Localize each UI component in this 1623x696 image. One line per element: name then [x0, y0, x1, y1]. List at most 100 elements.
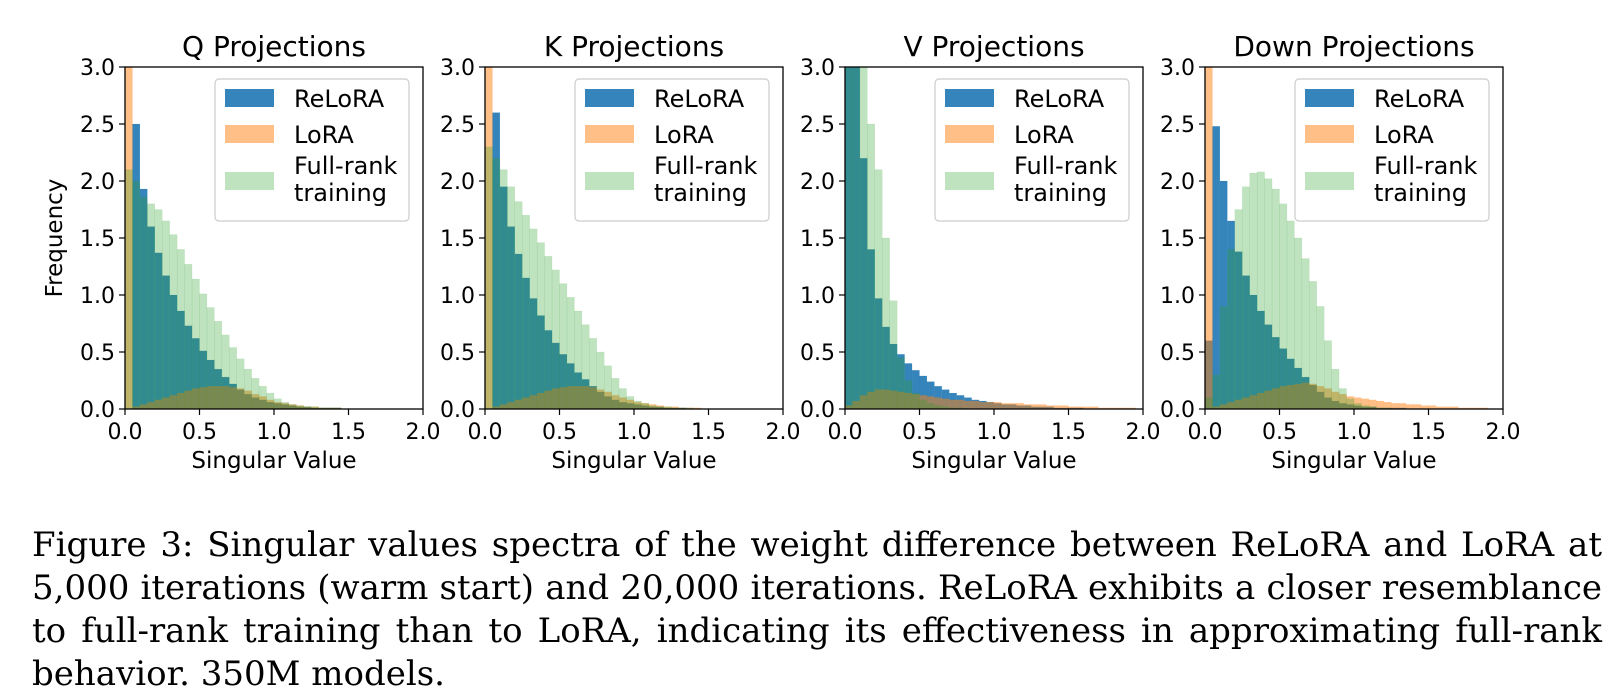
histogram-bar	[1323, 388, 1332, 409]
histogram-figure: Q Projections 0.0 0.5 1.0 1.5 2.0 2.5 3.0 0.0 0.5…	[42, 30, 1521, 474]
histogram-bar	[1212, 374, 1221, 409]
histogram-bar	[281, 401, 290, 409]
histogram-bar	[266, 392, 275, 409]
histogram-bar	[559, 283, 568, 409]
histogram-bar	[1008, 403, 1017, 409]
histogram-bar	[1038, 404, 1047, 409]
histogram-bar	[1316, 306, 1325, 409]
bars-group	[485, 67, 702, 409]
histogram-bar	[978, 401, 987, 409]
histogram-bar	[199, 293, 208, 409]
legend-label: LoRA	[654, 121, 714, 149]
y-tick-label: 2.5	[800, 113, 835, 138]
y-tick-label: 1.0	[1160, 284, 1195, 309]
histogram-bar	[889, 300, 898, 409]
y-tick-label: 0.5	[1160, 341, 1195, 366]
y-tick-label: 1.5	[800, 227, 835, 252]
panel-4: Down Projections 0.0 0.5 1.0 1.5 2.0 2.5 3.0 0.0…	[1160, 30, 1521, 474]
x-tick-label: 1.5	[331, 420, 366, 445]
x-axis-label: Singular Value	[911, 448, 1076, 474]
histogram-bar	[303, 406, 312, 409]
histogram-bar	[589, 338, 597, 409]
histogram-bar	[1271, 188, 1280, 409]
y-tick-label: 2.5	[80, 113, 115, 138]
y-tick-label: 3.0	[80, 56, 115, 81]
histogram-bar	[154, 209, 163, 409]
y-tick-label: 1.5	[440, 227, 475, 252]
legend-label: LoRA	[294, 121, 354, 149]
histogram-bar	[626, 396, 635, 409]
histogram-bar	[176, 392, 185, 409]
legend-swatch	[585, 89, 634, 107]
histogram-bar	[522, 214, 530, 409]
histogram-bar	[663, 406, 672, 409]
y-axis-label: Frequency	[42, 179, 68, 298]
bars-group	[1205, 67, 1489, 409]
legend-item: ReLoRA	[585, 85, 745, 113]
histogram-bar	[618, 388, 627, 409]
y-tick-label: 1.5	[1160, 227, 1195, 252]
histogram-bar	[1405, 404, 1414, 409]
histogram-bar	[258, 386, 267, 409]
histogram-bar	[1256, 171, 1265, 409]
histogram-bar	[656, 406, 664, 409]
x-tick-label: 0.0	[108, 420, 143, 445]
y-tick-label: 2.0	[800, 170, 835, 195]
histogram-bar	[1450, 406, 1459, 409]
legend-label: ReLoRA	[654, 85, 745, 113]
histogram-bar	[956, 399, 965, 409]
y-tick-label: 3.0	[440, 56, 475, 81]
histogram-bar	[1413, 404, 1422, 409]
legend-label: Full-rank training	[1014, 152, 1117, 207]
legend-item: ReLoRA	[225, 85, 385, 113]
y-tick-label: 1.0	[80, 284, 115, 309]
histogram-bar	[229, 347, 237, 409]
histogram-bar	[1391, 403, 1399, 409]
histogram-bar	[1264, 324, 1273, 409]
histogram-bar	[288, 404, 297, 409]
histogram-bar	[964, 400, 972, 409]
histogram-bar	[1264, 390, 1273, 409]
legend: ReLoRA LoRA Full-rank training	[1294, 78, 1490, 222]
legend-box	[214, 78, 410, 222]
x-tick-label: 0.0	[828, 420, 863, 445]
histogram-bar	[529, 228, 538, 409]
x-tick-label: 1.0	[257, 420, 292, 445]
histogram-bar	[1242, 186, 1250, 409]
histogram-bar	[514, 201, 523, 409]
legend-label: LoRA	[1374, 121, 1434, 149]
histogram-bar	[544, 256, 553, 409]
y-tick-label: 0.5	[80, 341, 115, 366]
panel-2: K Projections 0.0 0.5 1.0 1.5 2.0 2.5 3.0 0.0 0.5…	[440, 30, 801, 474]
y-tick-label: 0.0	[1160, 398, 1195, 423]
histogram-bar	[611, 378, 620, 409]
histogram-bar	[1205, 67, 1213, 409]
histogram-bar	[176, 249, 185, 409]
histogram-bar	[147, 203, 156, 409]
x-tick-label: 0.5	[1262, 420, 1297, 445]
legend-label: Full-rank training	[294, 152, 397, 207]
histogram-bar	[882, 237, 890, 409]
x-axis-label: Singular Value	[1271, 448, 1436, 474]
histogram-bar	[206, 307, 215, 409]
histogram-bar	[1075, 406, 1084, 409]
histogram-bar	[243, 368, 252, 409]
histogram-bar	[184, 264, 193, 409]
y-tick-label: 3.0	[1160, 56, 1195, 81]
histogram-bar	[1234, 209, 1243, 409]
histogram-bar	[1286, 220, 1295, 409]
legend-box	[574, 78, 770, 222]
legend-item: LoRA	[945, 121, 1074, 149]
legend-swatch	[945, 125, 994, 143]
x-tick-label: 2.0	[1486, 420, 1521, 445]
legend-label: Full-rank training	[1374, 152, 1477, 207]
legend-item: ReLoRA	[945, 85, 1105, 113]
histogram-bar	[852, 67, 861, 409]
histogram-bar	[896, 357, 905, 409]
y-tick-label: 2.0	[440, 170, 475, 195]
chart-title: V Projections	[903, 30, 1084, 63]
histogram-bar	[574, 310, 583, 409]
y-tick-label: 3.0	[800, 56, 835, 81]
x-tick-label: 0.0	[1188, 420, 1223, 445]
histogram-bar	[566, 297, 575, 409]
